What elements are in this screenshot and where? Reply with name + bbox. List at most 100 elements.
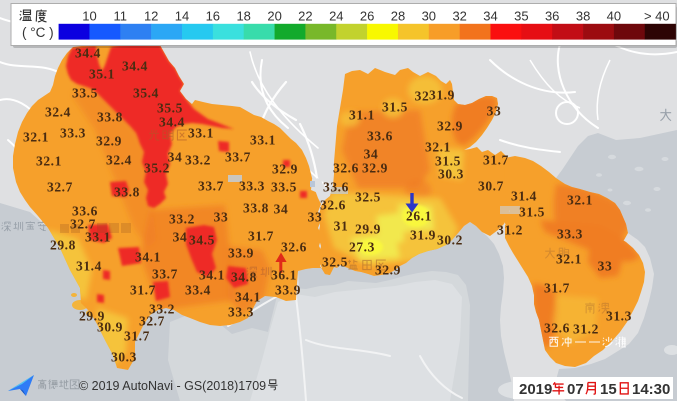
svg-text:32.9: 32.9	[375, 263, 401, 278]
svg-text:32.1: 32.1	[567, 193, 593, 208]
svg-text:35.2: 35.2	[144, 161, 170, 176]
svg-text:34: 34	[483, 9, 497, 24]
svg-text:34.4: 34.4	[122, 59, 148, 74]
svg-text:33.1: 33.1	[250, 133, 276, 148]
svg-text:38: 38	[576, 9, 590, 24]
svg-text:31.5: 31.5	[519, 205, 545, 220]
svg-text:27.3: 27.3	[349, 240, 375, 255]
svg-text:30.3: 30.3	[111, 350, 137, 365]
svg-text:32.5: 32.5	[322, 255, 348, 270]
svg-text:31.7: 31.7	[483, 153, 509, 168]
svg-text:35.4: 35.4	[133, 86, 159, 101]
svg-text:36.1: 36.1	[271, 268, 297, 283]
svg-text:30.3: 30.3	[438, 167, 464, 182]
svg-text:30.2: 30.2	[437, 233, 463, 248]
svg-text:32.6: 32.6	[281, 240, 307, 255]
svg-text:10: 10	[82, 9, 96, 24]
svg-text:31.7: 31.7	[130, 283, 156, 298]
svg-text:34.5: 34.5	[189, 233, 215, 248]
svg-text:33.1: 33.1	[188, 126, 214, 141]
svg-text:33.2: 33.2	[149, 302, 175, 317]
svg-text:29.9: 29.9	[355, 222, 381, 237]
svg-text:© 2019 AutoNavi - GS(2018)1709: © 2019 AutoNavi - GS(2018)1709	[79, 379, 266, 393]
svg-text:31.7: 31.7	[544, 281, 570, 296]
svg-text:33.6: 33.6	[72, 204, 98, 219]
svg-text:33.6: 33.6	[323, 180, 349, 195]
svg-text:32.7: 32.7	[47, 180, 73, 195]
svg-text:32.5: 32.5	[355, 190, 381, 205]
svg-text:33.9: 33.9	[275, 283, 301, 298]
svg-text:32.1: 32.1	[36, 154, 62, 169]
svg-text:32.9: 32.9	[362, 161, 388, 176]
svg-text:33.7: 33.7	[152, 267, 178, 282]
svg-text:33.8: 33.8	[243, 201, 269, 216]
svg-text:33: 33	[308, 210, 323, 225]
svg-text:26: 26	[360, 9, 374, 24]
svg-text:34.1: 34.1	[199, 268, 225, 283]
svg-text:> 40: > 40	[644, 9, 670, 24]
svg-text:33: 33	[214, 210, 229, 225]
svg-text:33.5: 33.5	[72, 86, 98, 101]
svg-text:11: 11	[114, 9, 128, 24]
svg-text:33.5: 33.5	[271, 180, 297, 195]
svg-text:32.9: 32.9	[96, 134, 122, 149]
svg-text:33.3: 33.3	[228, 305, 254, 320]
svg-text:32.6: 32.6	[333, 161, 359, 176]
svg-text:33.4: 33.4	[185, 283, 211, 298]
svg-text:40: 40	[607, 9, 621, 24]
svg-text:31.9: 31.9	[410, 228, 436, 243]
svg-text:31.2: 31.2	[573, 322, 599, 337]
svg-text:32.1: 32.1	[23, 130, 49, 145]
svg-text:33.1: 33.1	[85, 230, 111, 245]
svg-text:33.7: 33.7	[225, 150, 251, 165]
svg-text:34.1: 34.1	[135, 250, 161, 265]
svg-text:34.4: 34.4	[159, 115, 185, 130]
svg-text:32: 32	[415, 89, 430, 104]
svg-text:34: 34	[274, 202, 289, 217]
svg-text:18: 18	[236, 9, 250, 24]
svg-text:34.1: 34.1	[235, 290, 261, 305]
svg-text:14:30: 14:30	[632, 381, 670, 398]
svg-text:35: 35	[514, 9, 528, 24]
svg-text:29.9: 29.9	[79, 309, 105, 324]
svg-text:35.5: 35.5	[157, 101, 183, 116]
svg-text:32.7: 32.7	[139, 314, 165, 329]
svg-text:33.6: 33.6	[367, 129, 393, 144]
svg-text:31.7: 31.7	[124, 329, 150, 344]
svg-text:33.3: 33.3	[60, 126, 86, 141]
svg-text:34: 34	[364, 147, 379, 162]
svg-text:29.8: 29.8	[50, 238, 76, 253]
svg-text:28: 28	[391, 9, 405, 24]
svg-text:33.8: 33.8	[114, 185, 140, 200]
svg-text:32.6: 32.6	[544, 321, 570, 336]
svg-text:33: 33	[598, 259, 613, 274]
svg-text:33.8: 33.8	[97, 110, 123, 125]
svg-text:32.4: 32.4	[45, 105, 71, 120]
svg-text:34.8: 34.8	[231, 270, 257, 285]
svg-text:32: 32	[452, 9, 466, 24]
svg-text:32.6: 32.6	[320, 198, 346, 213]
svg-text:31: 31	[334, 219, 349, 234]
svg-text:14: 14	[175, 9, 189, 24]
svg-text:32.1: 32.1	[556, 252, 582, 267]
svg-text:31.5: 31.5	[382, 100, 408, 115]
svg-text:33.3: 33.3	[557, 227, 583, 242]
svg-text:( °C ): ( °C )	[22, 25, 54, 40]
svg-text:24: 24	[329, 9, 343, 24]
svg-text:20: 20	[267, 9, 281, 24]
svg-text:26.1: 26.1	[406, 209, 432, 224]
svg-text:31.4: 31.4	[511, 189, 537, 204]
svg-text:33.9: 33.9	[228, 246, 254, 261]
svg-text:33.7: 33.7	[198, 179, 224, 194]
svg-text:32.9: 32.9	[437, 119, 463, 134]
svg-text:31.3: 31.3	[606, 309, 632, 324]
svg-text:32.4: 32.4	[106, 153, 132, 168]
svg-text:2019: 2019	[519, 381, 552, 398]
svg-text:15: 15	[600, 381, 617, 398]
svg-text:36: 36	[545, 9, 559, 24]
svg-text:33.3: 33.3	[239, 179, 265, 194]
svg-text:32.7: 32.7	[70, 217, 96, 232]
svg-text:22: 22	[298, 9, 312, 24]
svg-text:07: 07	[567, 381, 584, 398]
svg-text:32.1: 32.1	[425, 140, 451, 155]
